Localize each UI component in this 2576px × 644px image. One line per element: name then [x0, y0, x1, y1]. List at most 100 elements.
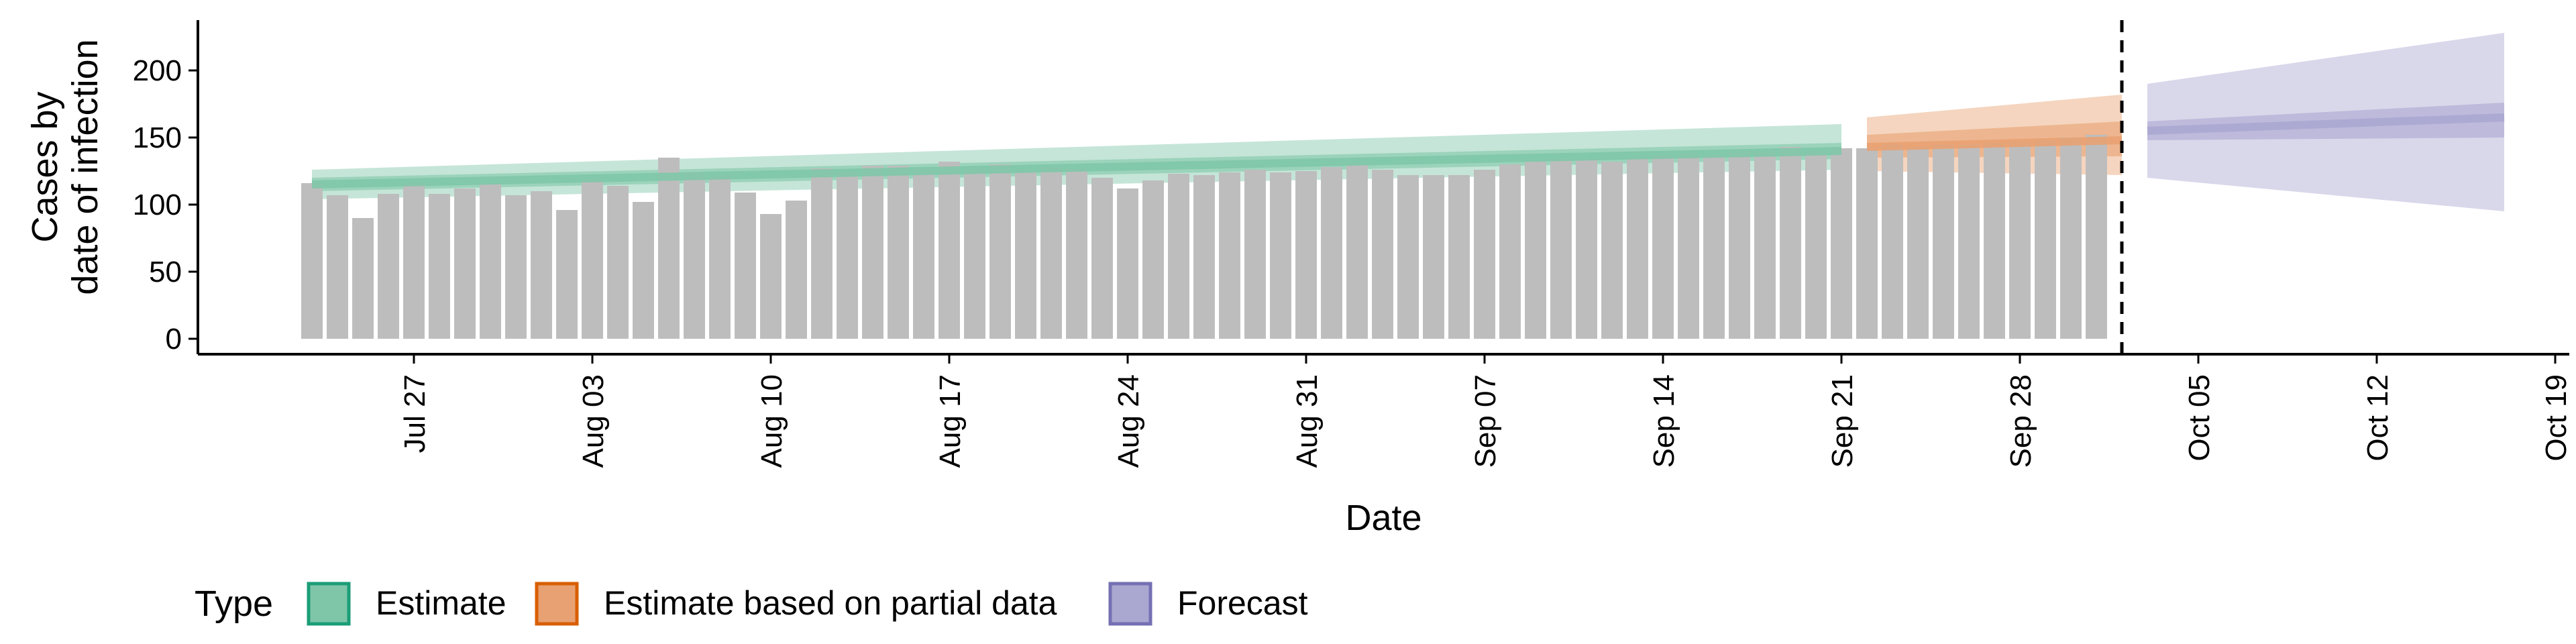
- bar: [1856, 148, 1878, 339]
- bar: [964, 168, 985, 339]
- bar: [1831, 148, 1852, 339]
- x-tick-label: Aug 24: [1112, 374, 1145, 468]
- x-tick-label: Sep 28: [2004, 374, 2037, 468]
- bar-layer: [301, 135, 2107, 339]
- bar: [1729, 151, 1750, 339]
- y-axis-title-line: Cases by: [25, 91, 65, 242]
- bar: [1984, 143, 2005, 339]
- bar: [505, 195, 527, 339]
- bar: [480, 183, 501, 339]
- x-tick-label: Oct 19: [2540, 374, 2573, 462]
- x-tick-label: Aug 10: [755, 374, 788, 468]
- bar: [1933, 144, 1954, 339]
- bar: [1958, 144, 1980, 339]
- bar: [989, 164, 1011, 339]
- bar: [1219, 172, 1240, 339]
- legend: Type Estimate Estimate based on partial da…: [195, 582, 1308, 626]
- bar: [2060, 138, 2082, 339]
- bar: [1448, 175, 1470, 339]
- bar: [2009, 142, 2031, 339]
- bar: [1678, 154, 1699, 339]
- bar: [607, 186, 629, 339]
- x-tick-label: Sep 07: [1469, 374, 1502, 468]
- y-tick-label: 0: [166, 323, 182, 356]
- x-tick-label: Sep 21: [1826, 374, 1859, 468]
- bar: [1168, 174, 1189, 339]
- bar: [1550, 159, 1572, 339]
- legend-title: Type: [195, 584, 273, 624]
- bar: [327, 195, 348, 339]
- bar: [1474, 170, 1495, 339]
- bar: [837, 171, 858, 339]
- legend-key: [307, 582, 351, 626]
- y-axis-title: Cases by date of infection: [25, 39, 105, 294]
- median-layer: [311, 113, 2505, 189]
- median-line: [2147, 113, 2505, 135]
- bar: [1066, 168, 1087, 339]
- bar: [352, 218, 374, 339]
- bar: [1780, 147, 1801, 339]
- bar: [1372, 170, 1393, 339]
- bar: [2035, 140, 2056, 339]
- bar: [1907, 147, 1929, 339]
- bar: [1015, 171, 1036, 339]
- bar: [1295, 171, 1317, 339]
- bar: [938, 162, 960, 339]
- y-tick-label: 150: [133, 121, 182, 154]
- bar: [531, 191, 552, 339]
- bar: [1346, 164, 1368, 339]
- bar: [786, 201, 807, 339]
- x-tick-label: Oct 12: [2361, 374, 2394, 462]
- y-axis-title-line: date of infection: [65, 39, 105, 294]
- bar: [1321, 167, 1342, 339]
- bar: [454, 189, 476, 339]
- bar: [1142, 180, 1164, 339]
- bar: [1525, 162, 1546, 339]
- bar: [1499, 164, 1521, 339]
- bar: [862, 166, 883, 339]
- bar: [582, 179, 603, 339]
- bar: [1091, 178, 1113, 339]
- legend-label: Estimate: [376, 584, 506, 622]
- x-tick-label: Aug 31: [1291, 374, 1324, 468]
- bar: [1882, 144, 1903, 339]
- legend-label: Estimate based on partial data: [604, 584, 1057, 622]
- median-line: [1866, 136, 2123, 151]
- bar: [1754, 151, 1776, 339]
- legend-label: Forecast: [1177, 584, 1308, 622]
- bar: [1703, 155, 1725, 339]
- bar: [1423, 175, 1444, 339]
- bar: [556, 210, 578, 339]
- x-axis-title: Date: [1345, 498, 1421, 538]
- bar: [735, 193, 756, 339]
- x-tick-label: Sep 14: [1648, 374, 1680, 468]
- bar: [1397, 175, 1419, 339]
- y-tick-label: 100: [133, 189, 182, 221]
- bar: [633, 202, 654, 339]
- bar: [913, 168, 934, 339]
- bar: [2086, 135, 2107, 339]
- bar: [301, 183, 323, 339]
- bar: [658, 158, 680, 339]
- bar: [811, 168, 833, 339]
- bar: [429, 194, 450, 339]
- bar: [1652, 155, 1674, 339]
- bar: [1040, 167, 1062, 339]
- y-tick-label: 50: [149, 256, 182, 288]
- bar: [1601, 162, 1623, 339]
- x-tick-label: Oct 05: [2183, 374, 2216, 462]
- bar: [378, 194, 399, 339]
- bar: [1244, 170, 1266, 339]
- legend-key: [1108, 582, 1152, 626]
- bar: [403, 183, 425, 339]
- y-tick-label: 200: [133, 54, 182, 87]
- bar: [1193, 175, 1215, 339]
- axes: 0 50 100 150 200 Jul 27 Aug 03 Aug 10 Aug 17 Aug …: [133, 20, 2573, 468]
- bar: [684, 172, 705, 339]
- bar: [1117, 189, 1138, 339]
- bar: [760, 214, 782, 339]
- x-tick-label: Aug 17: [934, 374, 967, 468]
- x-tick-label: Jul 27: [398, 374, 431, 453]
- bar: [1805, 151, 1827, 339]
